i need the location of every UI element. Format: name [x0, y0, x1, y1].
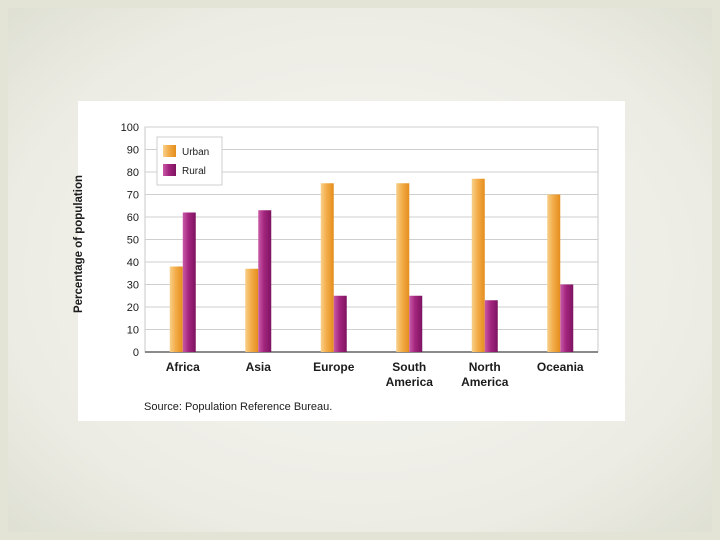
y-tick-label: 70: [127, 190, 139, 202]
rural-bar: [182, 212, 196, 352]
rural-legend-swatch: [163, 164, 176, 176]
rural-bar: [258, 210, 272, 352]
y-tick-label: 100: [121, 122, 139, 134]
x-category-label: Europe: [313, 360, 355, 374]
y-tick-label: 50: [127, 235, 139, 247]
y-tick-label: 10: [127, 325, 139, 337]
x-category-label: Asia: [246, 360, 272, 374]
urban-bar: [547, 194, 561, 352]
y-tick-label: 30: [127, 280, 139, 292]
urban-legend-swatch: [163, 145, 176, 157]
rural-bar: [560, 284, 574, 352]
x-category-label: Oceania: [537, 360, 584, 374]
rural-legend-label: Rural: [182, 166, 206, 177]
rural-bar: [484, 300, 498, 352]
x-category-label: South America: [386, 360, 434, 389]
y-axis-label: Percentage of population: [73, 175, 85, 314]
y-tick-label: 20: [127, 302, 139, 314]
urban-bar: [471, 178, 485, 352]
y-tick-label: 90: [127, 145, 139, 157]
x-category-label: North America: [461, 360, 509, 389]
chart-figure: 0 10 20 30 40 50 60 70 80 90 100 Africa Asia Europe S…: [73, 101, 625, 421]
y-tick-label: 40: [127, 257, 139, 269]
rural-bar: [409, 295, 423, 352]
bar-chart: 0 10 20 30 40 50 60 70 80 90 100 Africa Asia Europe S…: [121, 122, 599, 389]
y-tick-label: 0: [133, 347, 139, 359]
urban-bar: [169, 266, 183, 352]
urban-legend-label: Urban: [182, 147, 209, 158]
rural-bar: [333, 295, 347, 352]
y-tick-label: 60: [127, 212, 139, 224]
urban-bar: [245, 268, 259, 352]
source-note: Source: Population Reference Bureau.: [144, 401, 333, 413]
urban-bar: [320, 183, 334, 352]
urban-bar: [396, 183, 410, 352]
y-tick-label: 80: [127, 167, 139, 179]
x-category-label: Africa: [166, 360, 200, 374]
legend-box: [156, 136, 223, 186]
